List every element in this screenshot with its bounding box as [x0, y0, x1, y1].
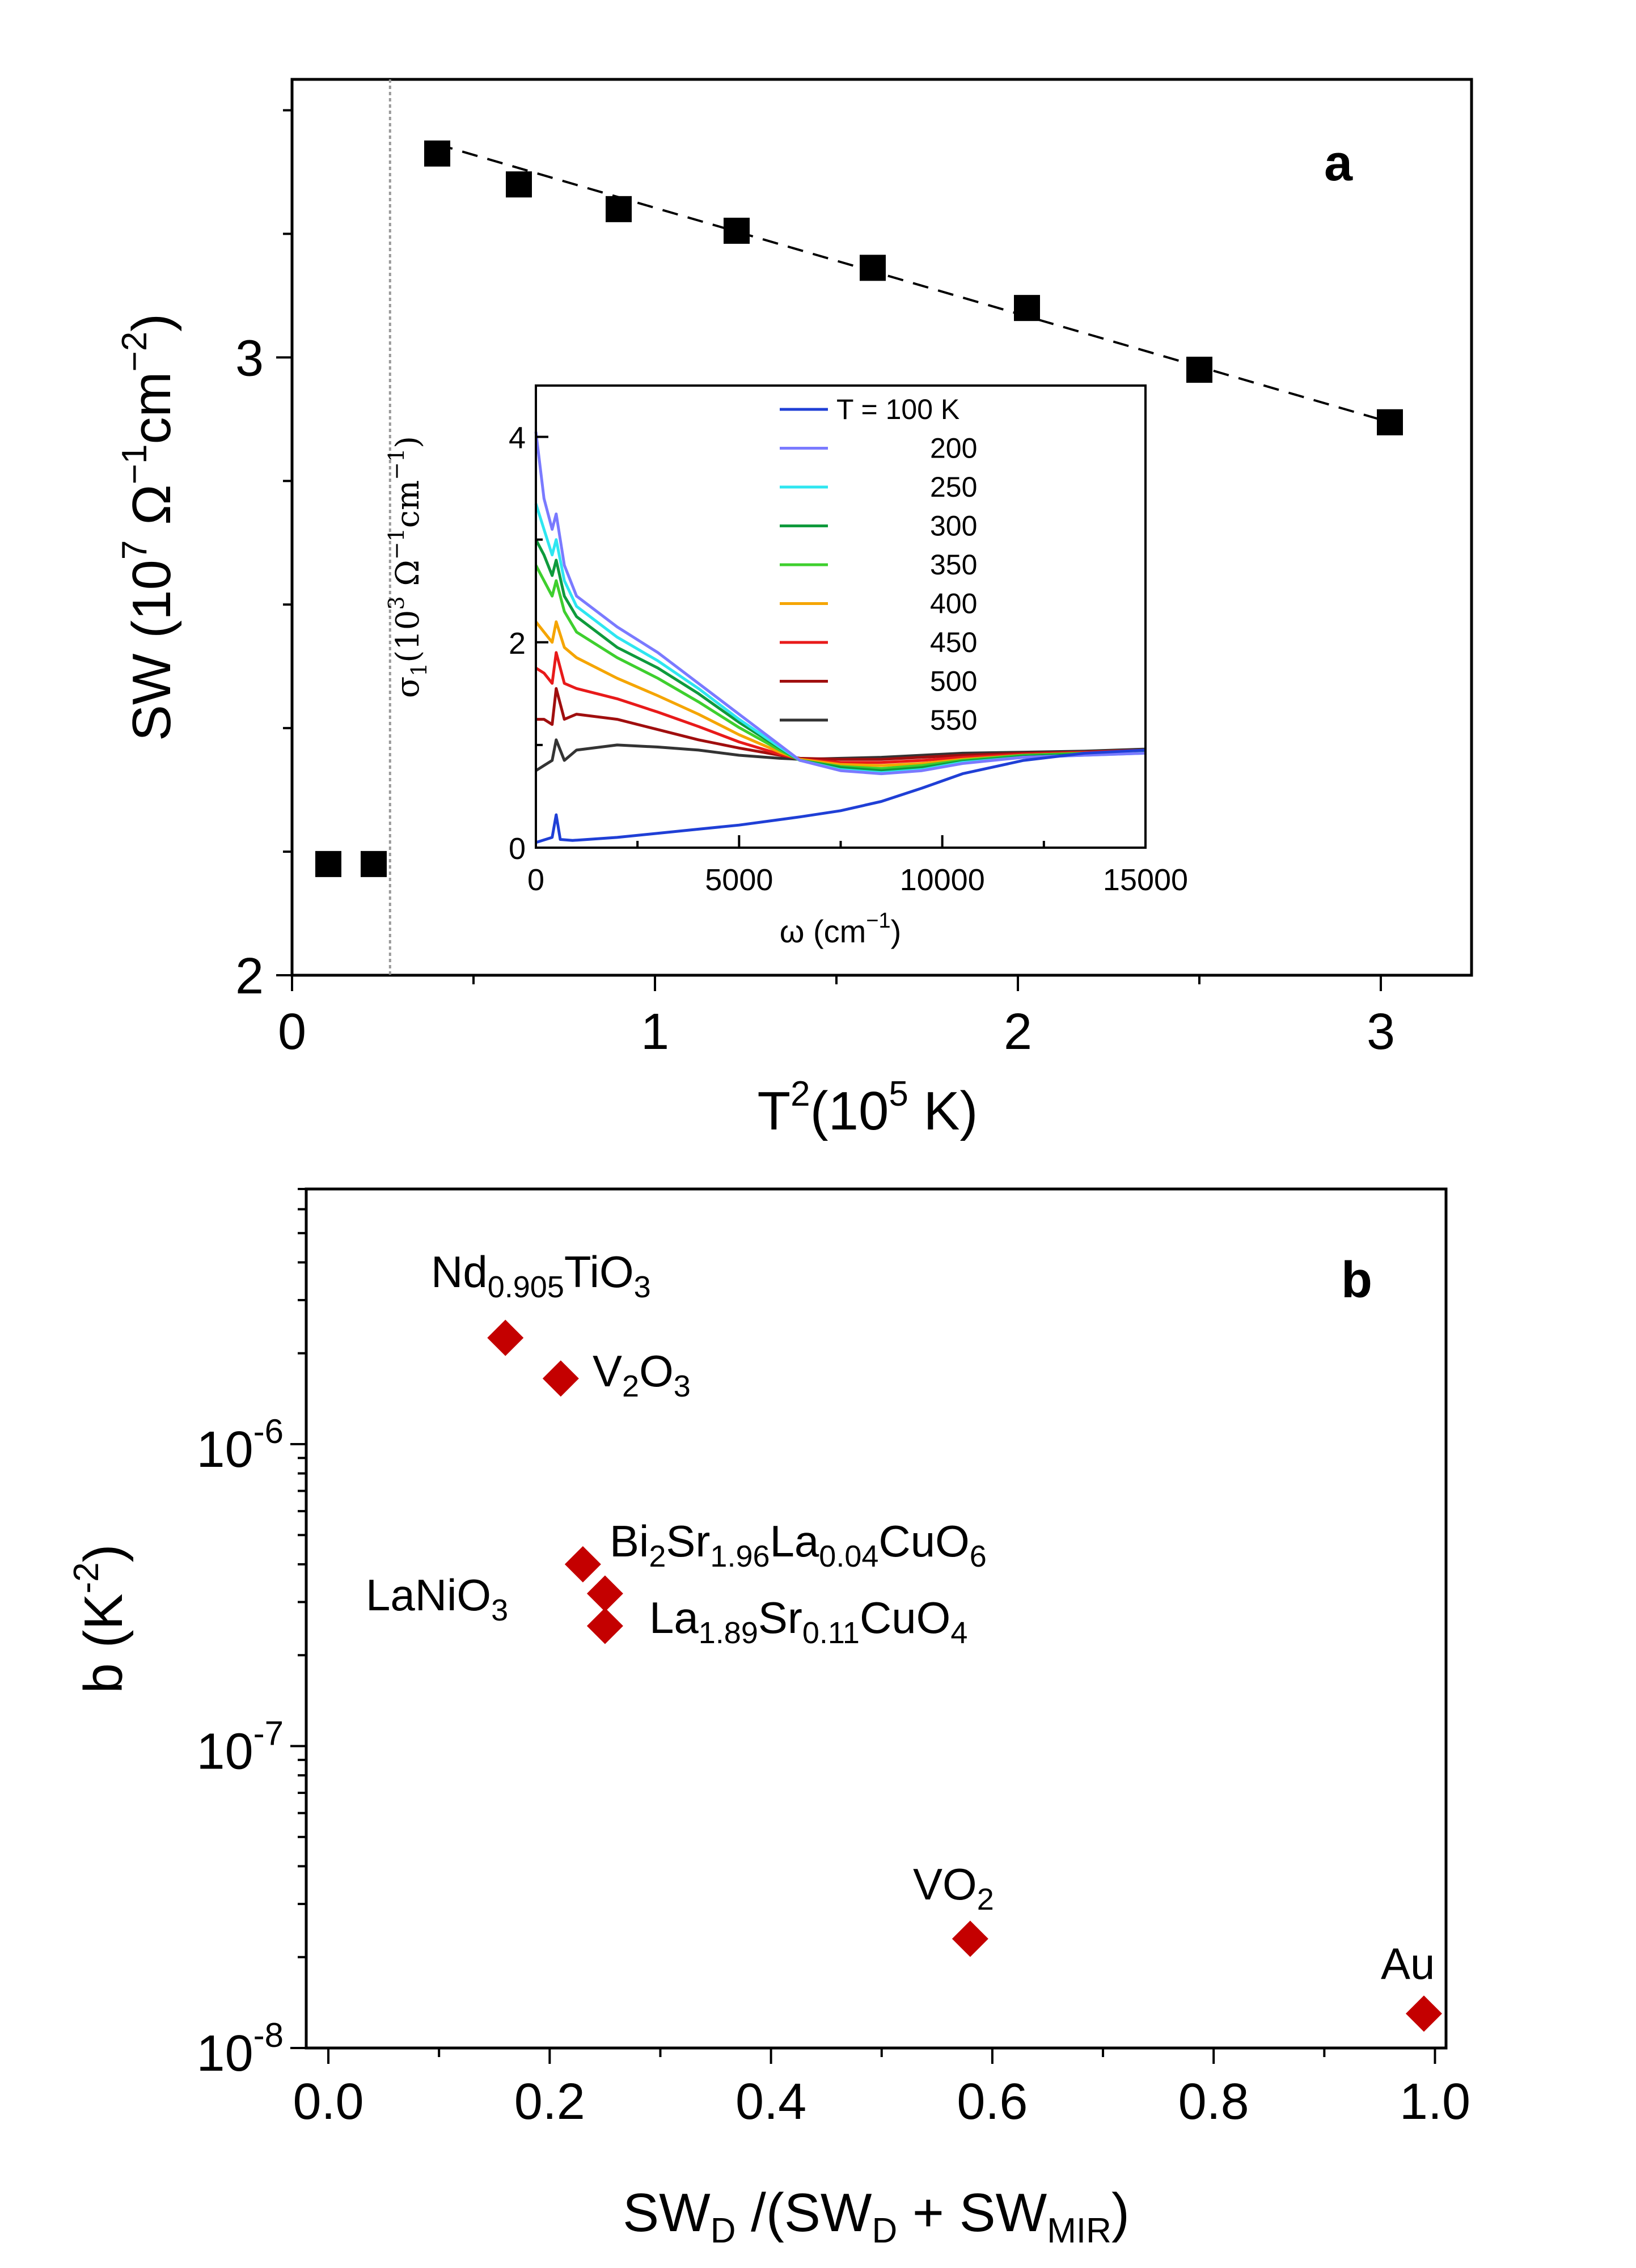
data-point-diamond: [952, 1920, 988, 1957]
data-point-square: [1014, 295, 1040, 321]
inset-series-line: [535, 748, 1146, 844]
legend-label: T = 100 K: [836, 393, 959, 425]
panel-a-fit-line: [437, 143, 1390, 424]
inset-x-tick-label: 10000: [900, 863, 985, 897]
label-bi2sr-cuo6: Bi2Sr1.96La0.04CuO6: [610, 1516, 987, 1573]
panel-a-letter: a: [1324, 135, 1353, 192]
legend-label: 200: [930, 433, 977, 464]
data-point-square: [506, 171, 532, 198]
data-point-diamond: [564, 1546, 601, 1582]
y-tick-label: 2: [235, 948, 264, 1005]
inset-y-ticks: 0 2 4: [509, 421, 548, 866]
data-point-square: [315, 850, 341, 877]
data-point-square: [1377, 409, 1403, 435]
panel-a-x-axis-label: T2(105 K): [757, 1074, 978, 1141]
legend-label: 350: [930, 549, 977, 581]
inset-x-tick-label: 15000: [1103, 863, 1188, 897]
data-point-square: [724, 217, 750, 244]
label-au: Au: [1381, 1939, 1435, 1988]
data-point-diamond: [586, 1607, 623, 1644]
inset-series: [534, 431, 1146, 844]
inset-background: [536, 386, 1145, 848]
x-tick-label: 0.2: [514, 2074, 585, 2130]
panel-a-y-ticks: 23: [235, 109, 292, 1005]
label-lanio3: LaNiO3: [366, 1570, 508, 1627]
x-tick-label: 2: [1004, 1004, 1032, 1060]
panel-b-plot-frame: [305, 1187, 1448, 2050]
panel-b-y-axis-label: b (K-2): [67, 1544, 134, 1693]
inset-x-tick-label: 5000: [705, 863, 773, 897]
inset-x-axis-label: ω (cm−1): [780, 909, 902, 949]
panel-a-plot-frame: [290, 78, 1473, 977]
panel-a-x-ticks: 0 1 2 3: [278, 975, 1395, 1060]
label-nd-tio3: Nd0.905TiO3: [431, 1247, 651, 1304]
data-point-square: [606, 196, 632, 222]
x-tick-label: 1: [641, 1004, 669, 1060]
data-point-square: [860, 255, 886, 281]
x-tick-label: 0.8: [1178, 2074, 1249, 2130]
fit-line: [437, 143, 1390, 424]
panel-b-x-axis-label: SWD /(SWD + SWMIR): [623, 2182, 1130, 2250]
data-point-diamond: [586, 1575, 623, 1612]
inset-y-tick-label: 4: [509, 421, 526, 455]
y-tick-label: 10-6: [197, 1412, 284, 1478]
x-tick-label: 1.0: [1400, 2074, 1470, 2130]
legend-label: 250: [930, 471, 977, 503]
panel-b: 0.0 0.2 0.4 0.6 0.8 1.0 10-8 10-7 10-6 b Nd0.90…: [67, 1187, 1470, 2250]
data-point-diamond: [487, 1319, 524, 1356]
data-point-square: [1186, 357, 1212, 383]
legend-label: 400: [930, 588, 977, 620]
y-tick-label: 10-7: [197, 1715, 284, 1780]
inset-chart: 0 5000 10000 15000 0 2 4 T = 100 K 200 250 300 35…: [384, 384, 1188, 949]
inset-series-line: [535, 651, 1146, 764]
inset-series-line: [534, 431, 1146, 776]
inset-y-tick-label: 0: [509, 832, 526, 866]
x-tick-label: 0.4: [735, 2074, 806, 2130]
panel-b-letter: b: [1341, 1252, 1372, 1309]
legend-label: 500: [930, 666, 977, 697]
inset-y-tick-label: 2: [509, 627, 526, 661]
data-point-square: [361, 850, 387, 877]
x-tick-label: 0.6: [957, 2074, 1028, 2130]
legend-label: 450: [930, 627, 977, 658]
label-v2o3: V2O3: [593, 1346, 691, 1403]
panel-a-y-axis-label: SW (107 Ω−1cm−2): [115, 314, 182, 741]
panel-a-points: [315, 140, 1403, 877]
y-tick-label: 3: [235, 330, 264, 387]
y-tick-label: 10-8: [197, 2016, 284, 2082]
legend-label: 300: [930, 510, 977, 542]
label-vo2: VO2: [913, 1859, 994, 1916]
x-tick-label: 0: [278, 1004, 306, 1060]
x-tick-label: 0.0: [293, 2074, 363, 2130]
inset-legend: T = 100 K 200 250 300 350 400 450 500 550: [780, 393, 977, 736]
inset-y-axis-label: σ1(103 Ω−1cm−1): [384, 436, 432, 698]
data-point-diamond: [542, 1360, 579, 1397]
label-la-sr-cuo4: La1.89Sr0.11CuO4: [649, 1593, 967, 1650]
inset-x-tick-label: 0: [527, 863, 544, 897]
inset-series-line: [535, 738, 1146, 772]
legend-label: 550: [930, 704, 977, 736]
data-point-square: [424, 140, 450, 167]
panel-b-points: [487, 1319, 1442, 2032]
panel-b-y-ticks: 10-8 10-7 10-6: [197, 1188, 306, 2082]
panel-b-x-ticks: 0.0 0.2 0.4 0.6 0.8 1.0: [293, 2048, 1470, 2130]
inset-series-line: [536, 687, 1146, 761]
inset-x-ticks: 0 5000 10000 15000: [527, 835, 1188, 897]
data-point-diamond: [1405, 1995, 1442, 2032]
x-tick-label: 3: [1367, 1004, 1395, 1060]
